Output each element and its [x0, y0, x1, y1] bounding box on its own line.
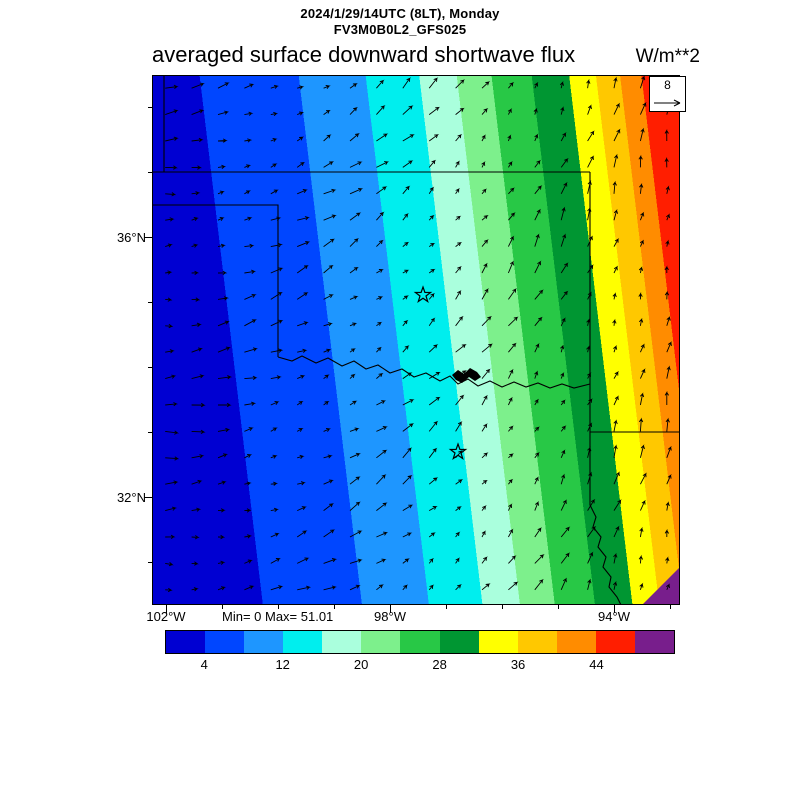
colorbar-cell-40-44 [556, 631, 596, 653]
wind-vectors [165, 75, 673, 593]
longitude-tick-major [390, 605, 391, 613]
latitude-tick-minor [148, 302, 152, 303]
state-borders [152, 75, 680, 606]
longitude-tick-minor [222, 605, 223, 609]
latitude-tick-minor [148, 172, 152, 173]
lon-label-102w: 102°W [146, 609, 186, 624]
colorbar-cell-0-4 [166, 631, 206, 653]
colorbar-tick-44: 44 [589, 657, 604, 672]
colorbar-cell-32-36 [478, 631, 518, 653]
colorbar-cell-4-8 [205, 631, 245, 653]
colorbar-cell-28-32 [439, 631, 479, 653]
colorbar-tick-36: 36 [510, 657, 526, 672]
model-header: FV3M0B0L2_GFS025 [333, 22, 467, 37]
longitude-tick-major [166, 605, 167, 613]
latitude-tick-minor [148, 432, 152, 433]
colorbar-cell-48-52 [634, 631, 675, 653]
colorbar-tick-4: 4 [200, 657, 208, 672]
reference-vector-arrow-icon [654, 99, 681, 107]
colorbar-cell-16-20 [322, 631, 362, 653]
colorbar-tick-12: 12 [275, 657, 290, 672]
units-label: W/m**2 [635, 46, 700, 67]
max-flux-corner-band [642, 567, 680, 605]
colorbar-cell-8-12 [244, 631, 284, 653]
colorbar-tick-20: 20 [353, 657, 369, 672]
minmax-label: Min= 0 Max= 51.01 [222, 609, 334, 624]
map-area [152, 75, 680, 606]
lake-marker [452, 368, 481, 383]
lat-label-32n: 32°N [116, 490, 146, 505]
chart-title: averaged surface downward shortwave flux [152, 42, 576, 67]
flux-field [152, 75, 680, 605]
latitude-tick-major [144, 497, 152, 498]
colorbar-cell-12-16 [283, 631, 323, 653]
latitude-tick-minor [148, 562, 152, 563]
latitude-tick-minor [148, 367, 152, 368]
colorbar-cell-24-28 [400, 631, 440, 653]
colorbar-cell-20-24 [361, 631, 401, 653]
map-frame [152, 75, 680, 605]
colorbar-tick-28: 28 [432, 657, 447, 672]
longitude-tick-minor [334, 605, 335, 609]
longitude-tick-minor [278, 605, 279, 609]
map-canvas [152, 75, 680, 606]
star-marker-south [448, 442, 468, 460]
valid-time-header: 2024/1/29/14UTC (8LT), Monday [300, 6, 500, 21]
longitude-tick-minor [558, 605, 559, 609]
colorbar-cell-44-48 [595, 631, 635, 653]
colorbar-cell-36-40 [517, 631, 557, 653]
reference-vector-value: 8 [664, 78, 671, 92]
colorbar-labels: 4 12 20 28 36 44 [165, 657, 675, 673]
longitude-tick-minor [502, 605, 503, 609]
star-marker-north [413, 285, 433, 303]
longitude-tick-minor [670, 605, 671, 609]
lat-label-36n: 36°N [116, 230, 146, 245]
lon-label-98w: 98°W [374, 609, 406, 624]
lon-label-94w: 94°W [598, 609, 630, 624]
longitude-tick-major [614, 605, 615, 613]
reference-vector-box: 8 [649, 76, 686, 112]
latitude-tick-major [144, 237, 152, 238]
colorbar [165, 630, 675, 654]
longitude-tick-minor [446, 605, 447, 609]
latitude-tick-minor [148, 107, 152, 108]
